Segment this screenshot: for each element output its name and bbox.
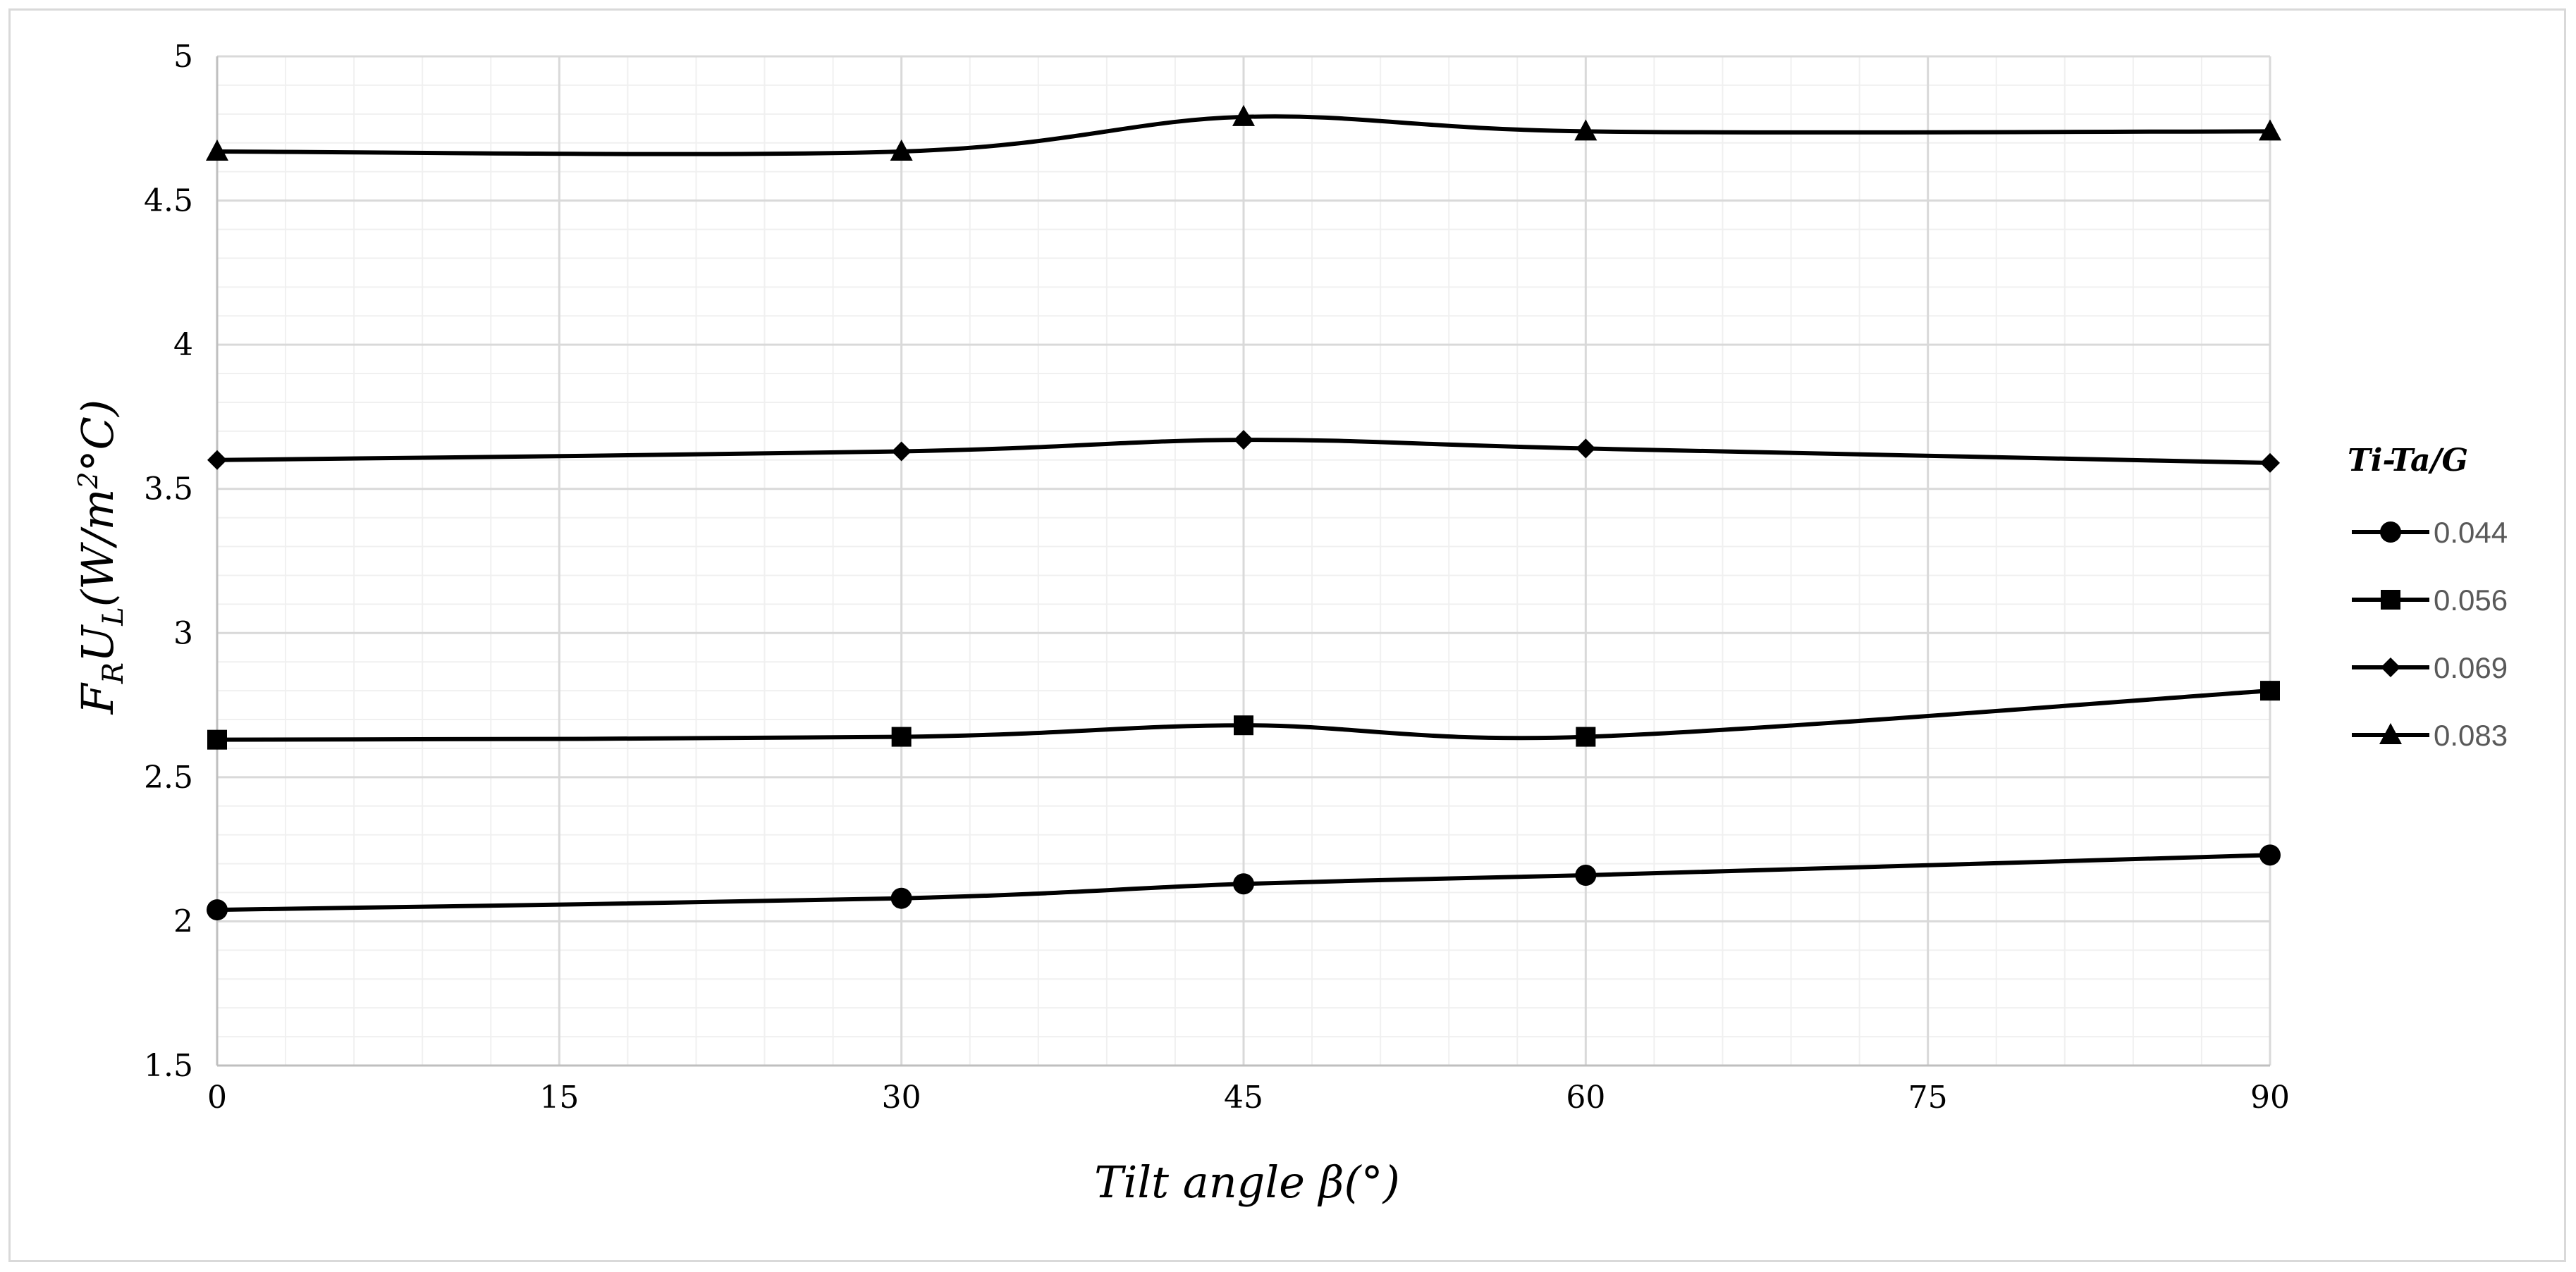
y-tick-label: 4.5	[144, 183, 193, 219]
data-point-square	[1576, 727, 1596, 747]
legend-label: 0.069	[2434, 651, 2508, 684]
x-tick-label: 90	[2250, 1080, 2290, 1116]
y-tick-label: 1.5	[144, 1048, 193, 1084]
y-tick-label: 5	[173, 39, 193, 75]
data-point-square	[2260, 681, 2280, 701]
data-point-circle	[1575, 864, 1597, 886]
data-point-circle	[2259, 844, 2281, 866]
legend-entry: 0.044	[2352, 516, 2508, 549]
x-axis-title: Tilt angle β(°)	[1094, 1156, 1400, 1208]
data-point-square	[207, 729, 227, 750]
y-tick-label: 3.5	[144, 471, 193, 507]
tick-labels: 0 15 30 45 60 75 90 1.5 2 2.5 3 3.5 4 4.5 5	[144, 39, 2290, 1116]
data-point-circle	[207, 899, 228, 921]
data-point-triangle	[2259, 119, 2281, 141]
legend-entry: 0.056	[2352, 583, 2508, 617]
y-tick-label: 2.5	[144, 760, 193, 796]
data-point-square	[891, 727, 912, 747]
legend-marker-circle	[2380, 521, 2401, 543]
data-point-triangle	[206, 140, 228, 161]
data-point-diamond	[891, 441, 912, 462]
y-tick-label: 2	[173, 903, 193, 939]
data-point-triangle	[890, 140, 913, 161]
data-point-triangle	[1232, 104, 1255, 126]
legend-entry: 0.069	[2352, 651, 2508, 684]
series-layer	[206, 104, 2281, 921]
y-axis-title: FRUL(W/m2°C)	[72, 400, 130, 715]
legend-marker-square	[2381, 590, 2400, 610]
series-0.083	[206, 104, 2281, 161]
y-tick-label: 3	[173, 615, 193, 651]
legend: Ti-Ta/G 0.044 0.056 0.069 0.083	[2348, 443, 2508, 752]
axes	[216, 56, 2270, 1067]
data-point-square	[1234, 715, 1253, 736]
legend-label: 0.044	[2434, 516, 2508, 549]
series-0.056	[207, 681, 2280, 750]
legend-marker-diamond	[2381, 657, 2400, 677]
data-point-diamond	[2260, 452, 2280, 473]
legend-title: Ti-Ta/G	[2348, 443, 2468, 478]
major-grid	[217, 55, 2271, 1066]
data-point-circle	[890, 887, 912, 909]
legend-label: 0.056	[2434, 583, 2508, 617]
series-0.044	[207, 844, 2281, 921]
legend-entry: 0.083	[2352, 719, 2508, 752]
x-tick-label: 30	[882, 1080, 921, 1116]
data-point-diamond	[1234, 430, 1253, 450]
x-tick-label: 15	[539, 1080, 579, 1116]
data-point-triangle	[1574, 119, 1597, 141]
legend-label: 0.083	[2434, 719, 2508, 752]
data-point-diamond	[1576, 438, 1596, 459]
legend-marker-triangle	[2379, 723, 2402, 744]
x-tick-label: 0	[207, 1080, 227, 1116]
series-0.069	[207, 430, 2280, 473]
data-point-diamond	[207, 450, 227, 470]
y-tick-label: 4	[173, 327, 193, 363]
x-tick-label: 60	[1566, 1080, 1605, 1116]
chart-frame	[8, 8, 2566, 1262]
x-tick-label: 75	[1908, 1080, 1948, 1116]
data-point-circle	[1233, 873, 1254, 895]
x-tick-label: 45	[1224, 1080, 1263, 1116]
